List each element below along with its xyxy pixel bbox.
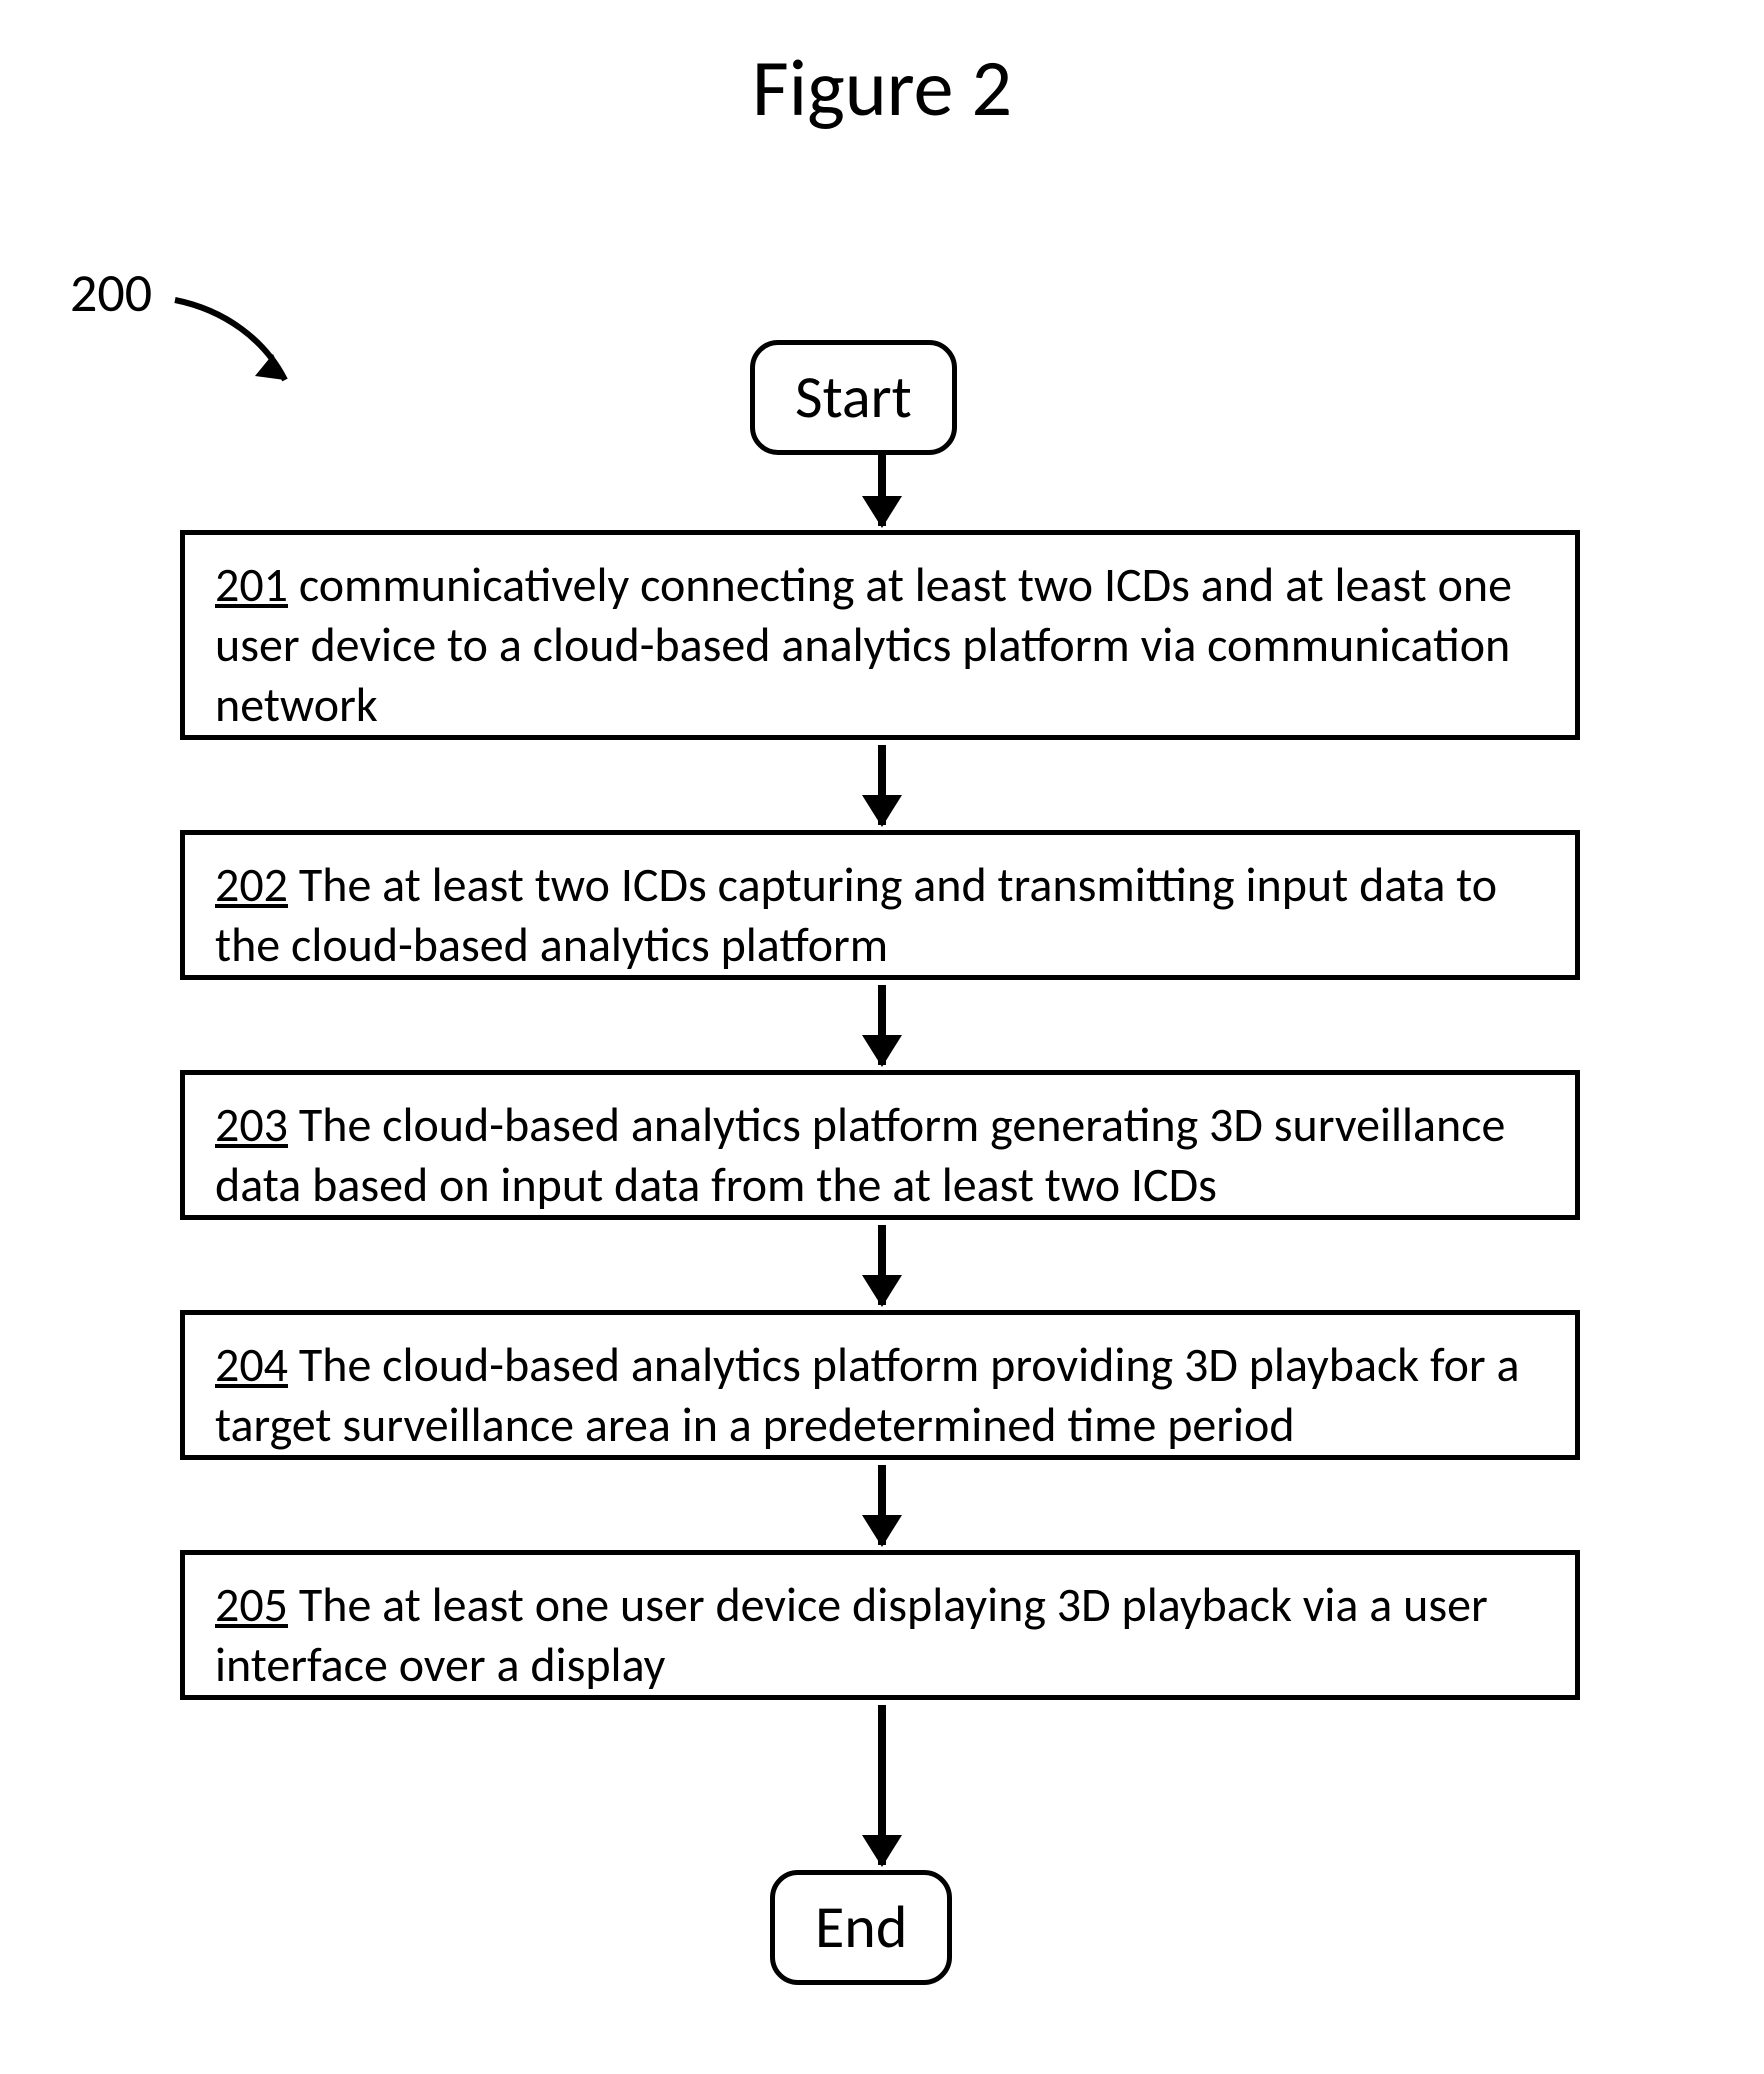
step-204-text: The cloud-based analytics platform provi… (215, 1335, 1519, 1454)
start-terminator: Start (750, 340, 957, 455)
arrow-205-to-end (878, 1705, 886, 1865)
arrow-202-to-203 (878, 985, 886, 1065)
step-205-text: The at least one user device displaying … (215, 1575, 1488, 1694)
step-205-number: 205 (215, 1575, 288, 1634)
end-terminator: End (770, 1870, 952, 1985)
figure-title: Figure 2 (0, 40, 1764, 137)
arrow-201-to-202 (878, 745, 886, 825)
reference-pointer-curve (155, 290, 325, 410)
step-202-text: The at least two ICDs capturing and tran… (215, 855, 1497, 974)
step-201-number: 201 (215, 555, 288, 614)
step-202: 202 The at least two ICDs capturing and … (180, 830, 1580, 980)
reference-numeral: 200 (70, 260, 152, 326)
step-203-text: The cloud-based analytics platform gener… (215, 1095, 1505, 1214)
step-202-number: 202 (215, 855, 288, 914)
step-203-number: 203 (215, 1095, 288, 1154)
step-201-text: communicatively connecting at least two … (215, 555, 1512, 734)
step-204-number: 204 (215, 1335, 288, 1394)
step-205: 205 The at least one user device display… (180, 1550, 1580, 1700)
flowchart-canvas: Figure 2 200 Start 201 communicatively c… (0, 0, 1764, 2074)
arrow-204-to-205 (878, 1465, 886, 1545)
step-201: 201 communicatively connecting at least … (180, 530, 1580, 740)
step-203: 203 The cloud-based analytics platform g… (180, 1070, 1580, 1220)
arrow-203-to-204 (878, 1225, 886, 1305)
step-204: 204 The cloud-based analytics platform p… (180, 1310, 1580, 1460)
arrow-start-to-201 (878, 450, 886, 526)
